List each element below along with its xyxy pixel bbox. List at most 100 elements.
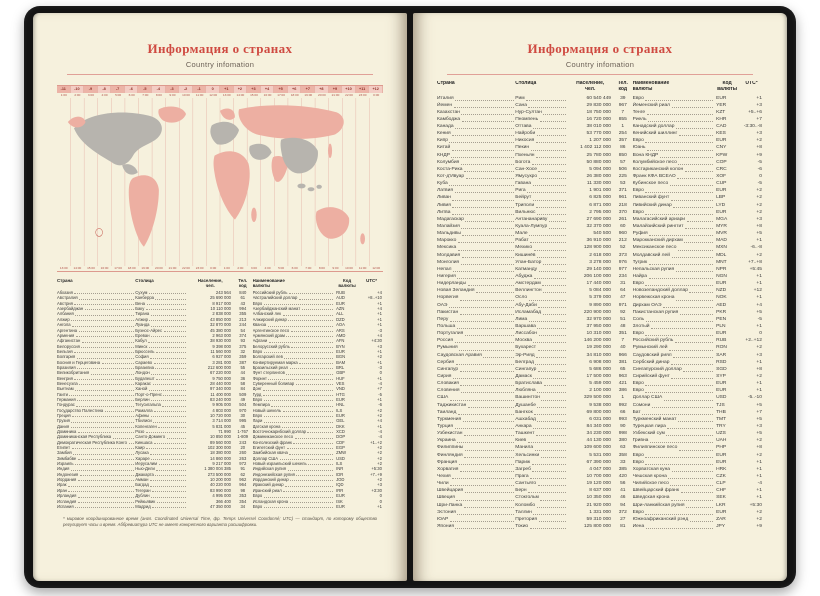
cell-population: 26 380 000 xyxy=(586,174,612,180)
cell-population: 220 900 000 xyxy=(583,309,612,315)
country-table-right: Страна Столица Население, чел. Тел. код … xyxy=(437,81,763,530)
cell-currency-name: Доминиканское песо xyxy=(253,434,335,439)
cell-utc: +8 xyxy=(756,145,762,151)
cell-utc: +4 xyxy=(377,290,382,296)
timezone-time-label: 18:00 xyxy=(290,93,299,97)
cell-utc: +5 xyxy=(756,402,762,408)
region-indonesia-2 xyxy=(307,187,315,192)
cell-capital: Тирана xyxy=(135,311,187,316)
cell-capital: Киншаса xyxy=(135,440,187,445)
cell-currency-name: Исландская крона xyxy=(253,499,335,504)
cell-population: 50 880 000 xyxy=(586,159,612,165)
cell-currency-name: Риель xyxy=(633,116,715,123)
cell-country: Кот-д’Ивуар xyxy=(437,173,515,180)
table-row: Чили Сантьяго 19 120 000 56 Чилийское пе… xyxy=(437,480,763,487)
cell-currency-code: EUR xyxy=(716,388,727,394)
timezone-time-label: 9:00 xyxy=(169,93,176,97)
timezone-time-label: 16:00 xyxy=(100,266,109,270)
region-australia xyxy=(315,207,350,239)
cell-country: Египет xyxy=(57,445,135,450)
timezone-offset-cell: -9 xyxy=(84,86,98,93)
cell-currency-code: IDR xyxy=(336,471,344,477)
cell-population: 34 810 000 xyxy=(586,352,612,358)
cell-currency-code: PLN xyxy=(716,324,726,329)
cell-currency-name: Евро xyxy=(253,493,335,498)
cell-utc: -3 xyxy=(378,364,382,370)
cell-utc: +2 xyxy=(756,452,762,458)
cell-capital: Тбилиси xyxy=(135,418,187,423)
cell-utc: -6..-8 xyxy=(750,245,762,251)
cell-country: США xyxy=(437,394,515,401)
table-row: Мадагаскар Антананариву 27 690 000 261 М… xyxy=(437,216,763,223)
cell-country: Германия xyxy=(57,397,135,402)
cell-country: Демократическая Республика Конго xyxy=(57,440,135,445)
cell-country: Индонезия xyxy=(57,472,135,477)
cell-population: 67 390 000 xyxy=(586,459,612,465)
cell-country: Перу xyxy=(437,316,515,323)
cell-currency-name: Датская крона xyxy=(253,424,335,429)
cell-currency-name: Чешская крона xyxy=(633,473,715,480)
cell-currency-name: Восточнокарибский доллар xyxy=(253,429,335,434)
cell-utc: +9 xyxy=(756,523,762,529)
cell-currency-name: Евро xyxy=(633,509,715,516)
timezone-time-label: 20:00 xyxy=(317,93,326,97)
cell-capital: Лима xyxy=(515,316,567,323)
cell-tel-code: 966 xyxy=(618,352,627,358)
table-row: Дания Копенгаген 5 831 000 45 Датская кр… xyxy=(57,424,383,429)
cell-currency-name: Злотый xyxy=(633,323,715,330)
header-currency-name: Наименование валюты xyxy=(252,277,285,289)
cell-country: Аргентина xyxy=(57,328,135,333)
cell-tel-code: 355 xyxy=(239,311,247,317)
cell-country: Ирак xyxy=(57,482,135,487)
cell-country: Албания xyxy=(57,311,135,316)
table-row: Вьетнам Ханой 97 340 000 84 Донг VND +7 xyxy=(57,386,383,391)
table-row: Абхазия Сухум 243 564 840 Российский руб… xyxy=(57,290,383,295)
cell-country: Куба xyxy=(437,180,515,187)
table-row: Германия Берлин 83 240 000 49 Евро EUR +… xyxy=(57,397,383,402)
table-body-right: Италия Рим 60 540 449 39 Евро EUR +1 Йем… xyxy=(437,95,763,531)
cell-tel-code: 31 xyxy=(620,281,626,287)
cell-currency-name: Франк КФА ВСЕАО xyxy=(633,173,715,180)
cell-capital: Абу-Даби xyxy=(515,302,567,309)
timezone-time-label: 15:00 xyxy=(250,93,258,97)
timezone-time-label: 7:00 xyxy=(142,93,149,97)
cell-tel-code: 84 xyxy=(240,386,246,392)
cell-capital: Нью-Дели xyxy=(135,466,187,471)
cell-population: 9 398 000 xyxy=(212,343,232,349)
cell-population: 5 459 000 xyxy=(589,381,612,387)
cell-tel-code: 995 xyxy=(239,418,247,424)
page-spread: Информация о странах Country infomation … xyxy=(33,13,787,581)
cell-utc: +3 xyxy=(756,423,762,429)
cell-population: 5 531 000 xyxy=(589,452,612,458)
cell-utc: -3 xyxy=(378,327,382,333)
cell-currency-code: CAD xyxy=(716,124,727,130)
timezone-map-block: -11 -10 -9 -8 -7 -6 -5 -4 -3 -2 -1 0 +1 +2 +3 +4 +5 +6 +7 +… xyxy=(57,85,383,272)
cell-utc: -5 xyxy=(757,316,762,322)
cell-utc: +1 xyxy=(377,503,382,509)
cell-tel-code: 212 xyxy=(618,238,627,244)
cell-currency-code: TRY xyxy=(716,423,726,429)
cell-currency-name: Гурд xyxy=(253,392,335,397)
timezone-offset-cell: +8 xyxy=(315,86,329,93)
cell-utc: +2 xyxy=(756,345,762,351)
cell-country: Новая Зеландия xyxy=(437,287,515,294)
cell-tel-code: 254 xyxy=(618,131,627,137)
cell-currency-code: DOP xyxy=(336,434,346,440)
cell-tel-code: 263 xyxy=(239,455,247,461)
cell-population: 38 930 000 xyxy=(210,338,232,344)
cell-currency-code: EUR xyxy=(336,348,345,354)
cell-tel-code: 1 xyxy=(621,124,625,130)
cell-tel-code: 961 xyxy=(618,195,627,201)
cell-currency-code: NZD xyxy=(716,288,727,294)
cell-population: 128 900 000 xyxy=(583,245,612,251)
cell-currency-name: Узбекский сум xyxy=(633,430,715,437)
table-body-left: Абхазия Сухум 243 564 840 Российский руб… xyxy=(57,290,383,509)
cell-tel-code: 387 xyxy=(239,359,247,365)
cell-population: 4 995 000 xyxy=(212,493,232,499)
cell-population: 5 094 000 xyxy=(589,166,612,172)
cell-tel-code: 381 xyxy=(618,359,627,365)
cell-currency-code: MYR xyxy=(716,224,727,230)
cell-population: 89 560 000 xyxy=(210,439,232,445)
cell-currency-code: MDL xyxy=(716,252,727,258)
cell-currency-name: Кенийский шиллинг xyxy=(633,130,715,137)
